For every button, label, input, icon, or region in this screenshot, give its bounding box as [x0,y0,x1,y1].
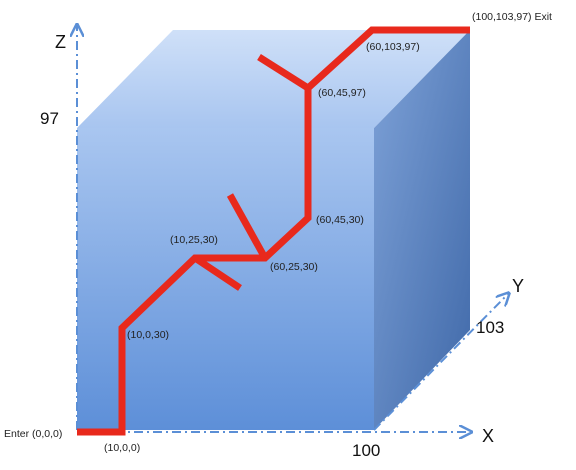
z-axis-label: Z [55,32,66,52]
route-branch-b [226,193,269,260]
y-axis-label: Y [512,276,524,296]
point-label-60-103-97: (60,103,97) [366,41,420,53]
x-axis-label: X [482,426,494,446]
x-max-label: 100 [352,441,380,460]
y-max-label: 103 [476,318,504,337]
cube-top-face [77,30,470,128]
point-label-60-25-30: (60,25,30) [270,261,318,273]
point-label-10-25-30: (10,25,30) [170,234,218,246]
exit-label: (100,103,97) Exit [472,11,552,23]
y-axis [373,294,508,431]
point-label-10-0-30: (10,0,30) [127,329,169,341]
cube-side-face [374,30,470,430]
point-label-60-45-97: (60,45,97) [318,87,366,99]
enter-label: Enter (0,0,0) [4,428,62,440]
point-label-60-45-30: (60,45,30) [316,214,364,226]
z-max-label: 97 [40,109,59,128]
route-branch-c [257,54,310,91]
route-branch-a [193,255,242,291]
point-label-10-0-0: (10,0,0) [104,442,140,454]
